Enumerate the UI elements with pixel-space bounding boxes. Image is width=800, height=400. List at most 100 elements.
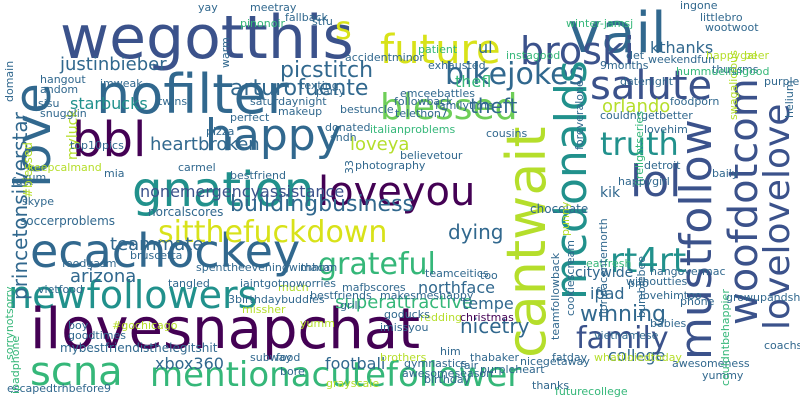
word: helium — [783, 80, 796, 118]
word: photography — [355, 159, 426, 172]
word: happygirl — [618, 175, 670, 188]
word: grill — [340, 299, 361, 312]
word: arizona — [70, 266, 137, 287]
word: foodporn — [670, 95, 720, 108]
word: sitthefuckdown — [158, 215, 388, 250]
word: perfect — [230, 111, 270, 124]
word: justinbieber — [60, 54, 167, 75]
word: boy — [68, 319, 89, 332]
word: nofilter — [96, 63, 289, 126]
word: lovehim — [644, 123, 688, 136]
word: beer — [744, 49, 770, 62]
word: winter-jamsj — [566, 17, 634, 30]
word: nonemergencyassistance — [140, 182, 345, 201]
word: grateful — [318, 247, 436, 282]
word: skype — [22, 195, 54, 208]
word: whatiloiedtoday — [594, 351, 682, 364]
word: stfu — [312, 15, 333, 28]
word: 9months — [600, 59, 649, 72]
word: mia — [104, 167, 125, 180]
word: purpleheart — [764, 75, 800, 88]
word: thanks — [532, 379, 570, 392]
word: kthanks — [650, 38, 714, 57]
word: punny — [559, 201, 572, 236]
word: 33 — [343, 160, 356, 174]
word: vietnamese — [594, 329, 659, 342]
word: instagood — [506, 49, 561, 62]
word: dying — [448, 220, 504, 244]
word: thefl — [455, 72, 492, 91]
word: bestfriend — [230, 169, 286, 182]
word: northface — [418, 278, 495, 297]
word: emceebattles — [400, 87, 475, 100]
word: weekendfun — [648, 53, 716, 66]
word: rt4rt — [610, 241, 687, 281]
word: broski — [520, 29, 635, 73]
word: andom — [40, 83, 79, 96]
word: twins — [158, 95, 188, 108]
word: scna — [30, 349, 123, 395]
word: redding — [420, 311, 463, 324]
word: xbox360 — [155, 354, 224, 373]
word: mafbscores — [342, 281, 406, 294]
word: coachsbesssed — [764, 339, 800, 352]
word: bestuncle — [340, 103, 394, 116]
word: saturdaynight — [250, 95, 327, 108]
word: growupandshutup — [726, 291, 800, 304]
word: yum — [22, 171, 47, 184]
word: happy — [205, 110, 342, 161]
word: brothers — [380, 351, 427, 364]
word: snugglin — [40, 107, 87, 120]
word: hangout — [40, 73, 86, 86]
word: loveya — [350, 134, 410, 155]
word: s — [335, 9, 352, 47]
word: kik — [600, 185, 621, 201]
word: #gochicago — [112, 319, 178, 332]
word: cousins — [486, 127, 528, 140]
word: babies — [650, 317, 687, 330]
word: theft — [470, 94, 518, 118]
word: newfollowers — [8, 273, 258, 317]
word: football — [325, 354, 386, 373]
word: goducks — [384, 308, 430, 321]
word: imweak — [100, 77, 143, 90]
word: christmas — [460, 311, 514, 324]
word: gnation — [132, 162, 315, 218]
word: much — [278, 281, 309, 294]
word: nicetry — [460, 314, 530, 338]
word: too — [480, 269, 498, 282]
word: fb — [596, 285, 607, 298]
word: makeup — [278, 105, 323, 118]
word: followback — [394, 95, 453, 108]
word: fact — [12, 175, 33, 188]
word: ecachockey — [30, 224, 301, 278]
word: hummuelfulgood — [676, 65, 770, 78]
word: superattractive — [335, 292, 473, 313]
word: iaintgotnoworries — [240, 277, 336, 290]
word: ingone — [680, 0, 718, 12]
word: imissyou — [380, 321, 429, 334]
word: orlando — [602, 96, 671, 117]
word: tempe — [462, 294, 514, 313]
word: accidentminor — [345, 51, 424, 64]
word: sjsu — [38, 97, 60, 110]
word: baily — [712, 167, 739, 180]
word: winning — [580, 302, 667, 327]
word: starbucks — [70, 94, 148, 113]
word: fallback — [285, 11, 328, 24]
word: familytime — [435, 99, 494, 112]
word: littlebro — [700, 11, 743, 24]
word: vail — [568, 1, 667, 66]
word: warm — [219, 37, 232, 68]
word: pho — [628, 277, 649, 290]
word: picstitch — [280, 58, 374, 83]
word: future — [380, 27, 501, 73]
word: heartbroken — [150, 134, 260, 155]
word: eatfresh — [586, 257, 632, 270]
word: thabaker — [470, 351, 520, 364]
word: teammate — [110, 234, 204, 255]
word: food — [276, 351, 301, 364]
word: subway — [250, 351, 292, 364]
word: pinonoir — [240, 17, 286, 30]
word: macan — [300, 261, 338, 274]
